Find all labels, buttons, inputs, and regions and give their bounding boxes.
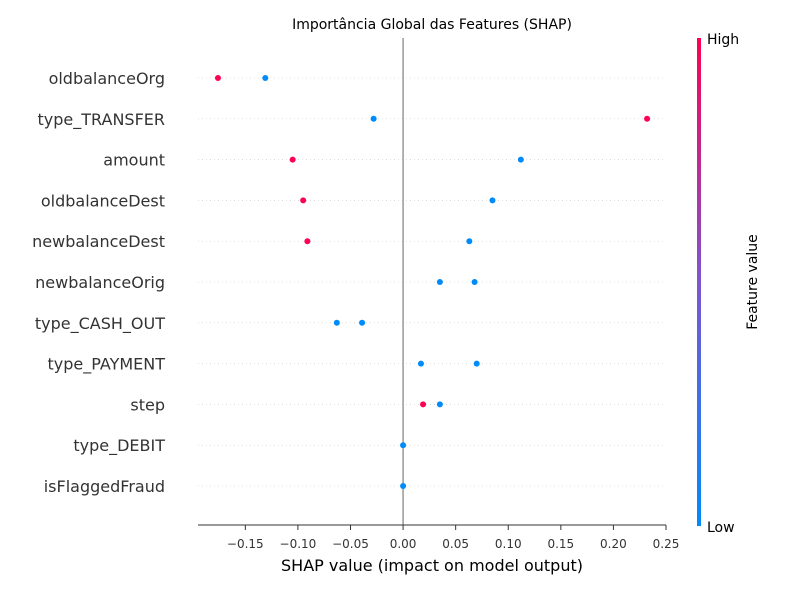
data-point [400,442,407,449]
x-tick-label: 0.15 [547,537,574,551]
colorbar [697,38,701,526]
data-point [644,115,651,122]
x-tick-label: 0.05 [442,537,469,551]
data-point [436,401,443,408]
data-point [370,115,377,122]
data-point [400,483,407,489]
data-point [359,319,366,326]
x-tick-label: −0.15 [227,537,264,551]
data-point [471,279,478,285]
x-tick-label: 0.25 [653,537,680,551]
data-point [304,238,311,245]
feature-label: oldbalanceDest [41,191,165,210]
gridlines [198,77,666,487]
data-point [466,238,473,245]
x-tick-label: −0.05 [332,537,369,551]
data-point [517,156,524,163]
data-point [300,197,307,204]
feature-label: newbalanceDest [32,232,165,251]
feature-label: type_DEBIT [73,436,165,456]
data-point [417,360,424,367]
data-points [214,75,651,489]
feature-label: newbalanceOrig [35,273,165,292]
x-tick-label: 0.00 [390,537,417,551]
x-axis-ticks: −0.15 −0.10 −0.05 0.00 0.05 0.10 0.15 0.20 0.25 [227,525,679,551]
feature-label: type_PAYMENT [48,355,166,375]
data-point [420,401,427,408]
feature-label: amount [103,151,165,170]
x-tick-label: 0.10 [495,537,522,551]
x-tick-label: 0.20 [600,537,627,551]
data-point [214,75,221,81]
chart-title: Importância Global das Features (SHAP) [292,17,572,33]
feature-label: type_CASH_OUT [35,314,165,334]
data-point [436,279,443,285]
feature-label: oldbalanceOrg [49,69,165,88]
data-point [262,75,269,81]
x-axis-label: SHAP value (impact on model output) [281,556,583,575]
x-tick-label: −0.10 [280,537,317,551]
feature-label: type_TRANSFER [38,110,165,130]
data-point [333,319,340,326]
data-point [289,156,296,163]
feature-label: isFlaggedFraud [44,477,165,496]
feature-label: step [130,395,165,414]
colorbar-high-label: High [707,32,739,48]
data-point [473,360,480,367]
colorbar-title: Feature value [745,234,761,330]
colorbar-low-label: Low [707,520,735,536]
data-point [489,197,496,204]
